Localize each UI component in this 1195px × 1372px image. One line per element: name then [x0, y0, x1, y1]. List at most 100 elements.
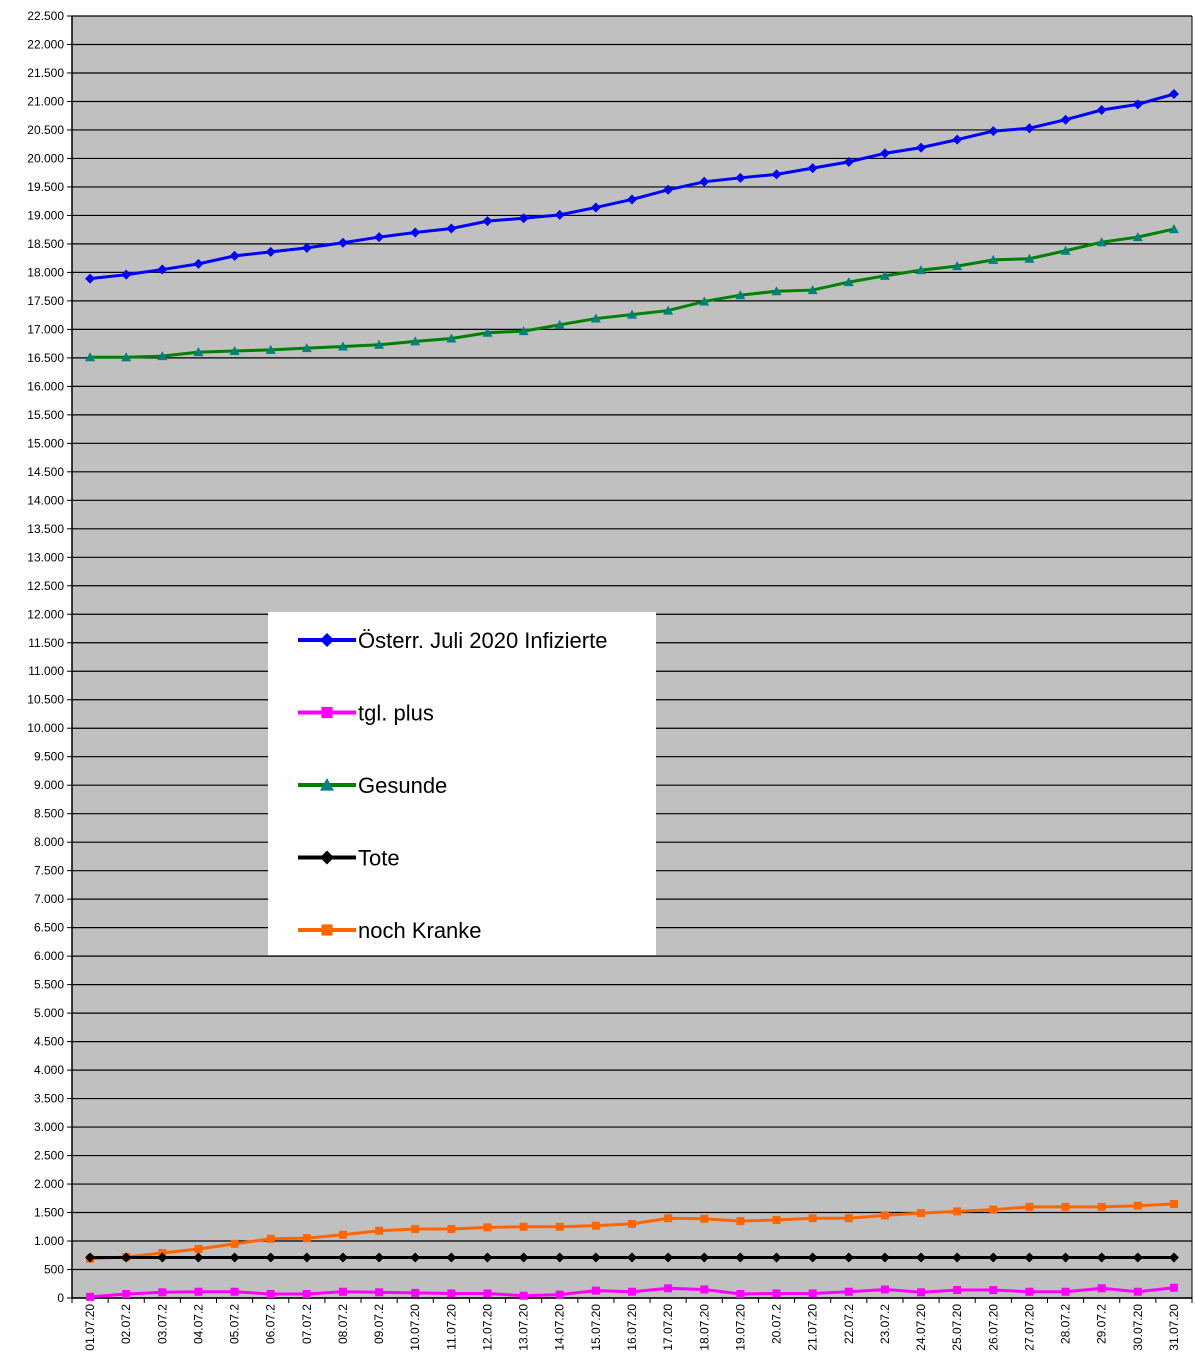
data-point	[700, 1285, 709, 1294]
x-tick-label: 18.07.20	[697, 1304, 711, 1351]
x-tick-label: 22.07.2	[842, 1304, 856, 1344]
data-point	[229, 1252, 240, 1263]
data-point	[807, 285, 818, 295]
data-point	[266, 1290, 275, 1299]
data-point	[554, 1252, 565, 1263]
data-point	[1132, 99, 1143, 110]
legend-item: Tote	[298, 846, 400, 871]
data-point	[1061, 1287, 1070, 1296]
data-point	[735, 290, 746, 300]
data-point	[628, 1287, 636, 1296]
data-point	[771, 286, 782, 296]
y-tick-label: 21.500	[27, 66, 64, 80]
data-point	[879, 148, 890, 159]
data-point	[519, 1291, 528, 1300]
data-point	[952, 134, 963, 145]
y-tick-label: 11.000	[28, 664, 64, 678]
data-point	[989, 1205, 998, 1214]
data-point	[628, 1219, 636, 1228]
data-point	[518, 213, 529, 224]
x-tick-label: 08.07.2	[336, 1304, 350, 1344]
legend-label: tgl. plus	[358, 701, 434, 726]
data-point	[1169, 1199, 1178, 1208]
data-point	[375, 1226, 384, 1235]
x-tick-label: 12.07.20	[480, 1304, 494, 1351]
y-tick-label: 8.500	[34, 807, 64, 821]
data-point	[446, 223, 457, 234]
legend-label: noch Kranke	[358, 918, 482, 943]
data-point	[699, 176, 710, 187]
x-tick-label: 30.07.20	[1131, 1304, 1145, 1351]
data-point	[337, 1252, 348, 1263]
y-tick-label: 1.000	[34, 1234, 64, 1248]
data-point	[843, 156, 854, 167]
x-tick-label: 27.07.20	[1022, 1304, 1036, 1351]
data-point	[337, 341, 348, 351]
y-tick-label: 19.500	[27, 180, 64, 194]
x-tick-label: 14.07.20	[553, 1304, 567, 1351]
data-point	[337, 237, 348, 248]
data-point	[482, 216, 493, 227]
data-point	[1060, 114, 1071, 125]
data-point	[301, 1252, 312, 1263]
legend-item: Gesunde	[298, 773, 447, 798]
data-point	[301, 242, 312, 253]
y-tick-label: 15.000	[27, 436, 64, 450]
y-tick-label: 14.000	[27, 493, 64, 507]
data-point	[988, 126, 999, 137]
data-point	[663, 184, 674, 195]
data-point	[121, 1252, 132, 1263]
data-point	[483, 1223, 492, 1232]
y-tick-label: 5.500	[34, 978, 64, 992]
y-tick-label: 12.500	[27, 579, 64, 593]
legend-label: Tote	[358, 846, 400, 871]
legend-item: noch Kranke	[298, 918, 482, 943]
y-tick-label: 6.500	[34, 921, 64, 935]
data-point	[808, 1289, 817, 1298]
data-point	[1132, 232, 1143, 242]
y-tick-label: 10.000	[27, 721, 64, 735]
y-tick-label: 3.000	[34, 1120, 64, 1134]
data-point	[591, 1221, 600, 1230]
data-point	[663, 305, 674, 315]
y-tick-label: 9.000	[34, 778, 64, 792]
data-point	[664, 1214, 673, 1223]
x-tick-label: 26.07.20	[986, 1304, 1000, 1351]
x-tick-label: 07.07.2	[300, 1304, 314, 1344]
x-tick-label: 31.07.20	[1167, 1304, 1181, 1351]
data-point	[916, 265, 927, 275]
data-point	[808, 1214, 817, 1223]
data-point	[410, 227, 421, 238]
data-point	[447, 1225, 456, 1234]
x-tick-label: 09.07.2	[372, 1304, 386, 1344]
data-point	[1025, 1287, 1034, 1296]
data-point	[772, 1215, 781, 1224]
data-point	[410, 1252, 421, 1263]
y-tick-label: 19.000	[27, 208, 64, 222]
data-point	[735, 1252, 746, 1263]
y-tick-label: 9.500	[34, 750, 64, 764]
data-point	[1168, 224, 1179, 234]
x-tick-label: 13.07.20	[517, 1304, 531, 1351]
data-point	[844, 1214, 853, 1223]
data-point	[85, 273, 96, 284]
data-point	[1024, 253, 1035, 263]
y-tick-label: 0	[57, 1291, 64, 1305]
data-point	[916, 1252, 927, 1263]
data-point	[229, 346, 240, 356]
y-tick-label: 2.500	[34, 1149, 64, 1163]
data-point	[1096, 1252, 1107, 1263]
series-3	[85, 224, 1179, 362]
data-point	[880, 1211, 889, 1220]
x-tick-label: 11.07.20	[444, 1304, 458, 1350]
y-tick-label: 22.000	[27, 37, 64, 51]
data-point	[374, 232, 385, 243]
x-tick-label: 25.07.20	[950, 1304, 964, 1351]
x-tick-label: 15.07.20	[589, 1304, 603, 1351]
x-tick-label: 20.07.2	[770, 1304, 784, 1344]
data-point	[1168, 1252, 1179, 1263]
data-point	[374, 1252, 385, 1263]
data-point	[193, 347, 204, 357]
x-tick-label: 02.07.2	[119, 1304, 133, 1344]
